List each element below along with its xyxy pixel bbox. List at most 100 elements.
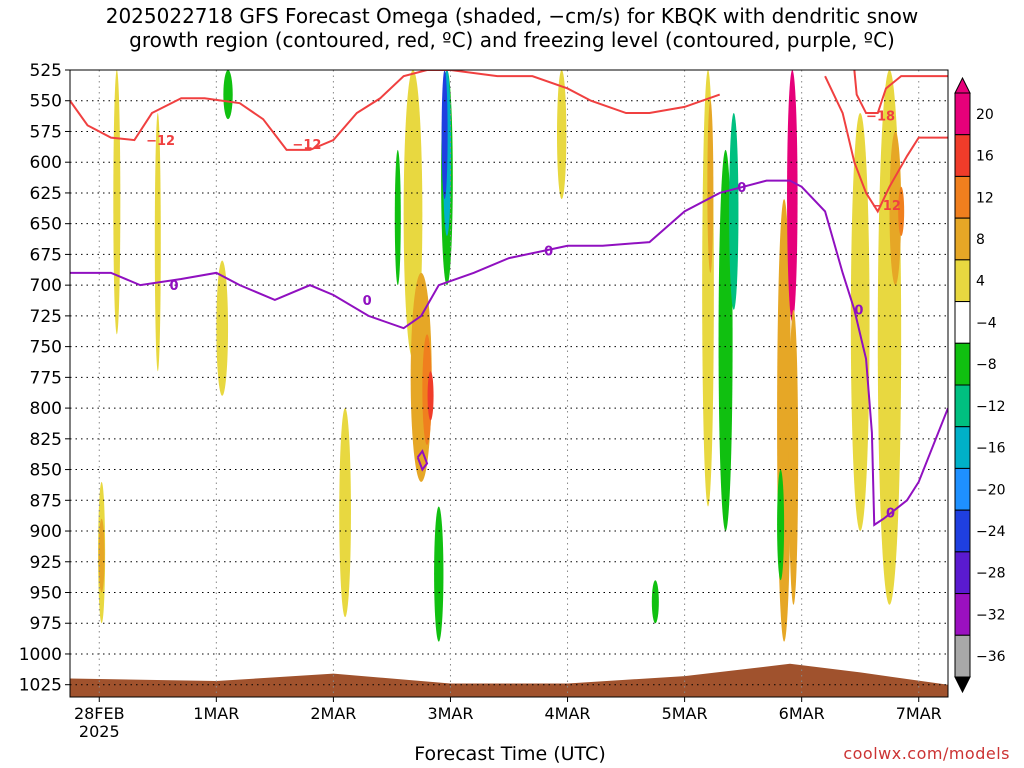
contour--12 xyxy=(70,70,721,151)
omega-cell-14 xyxy=(434,506,444,642)
omega-cell-20 xyxy=(729,113,739,310)
omega-cell-22 xyxy=(787,70,798,323)
x-axis-title: Forecast Time (UTC) xyxy=(414,743,606,765)
omega-cell-10 xyxy=(427,371,434,421)
plot-area xyxy=(70,70,948,697)
y-tick-label-700: 700 xyxy=(30,276,62,296)
colorbar-bin-1 xyxy=(954,134,971,177)
contour-0b xyxy=(416,449,429,472)
omega-cell-28 xyxy=(898,186,905,236)
omega-shading xyxy=(70,70,948,697)
colorbar-bin-3 xyxy=(954,217,971,261)
colorbar: 20 16 12 8 4 −4 −8 −12 −16 −20 −24 −28 −32 −36 xyxy=(954,76,1006,694)
x-tick-label-1MAR: 1MAR xyxy=(193,704,239,723)
y-tick-label-575: 575 xyxy=(30,122,62,142)
omega-cell-24 xyxy=(777,469,785,581)
terrain xyxy=(70,663,948,697)
colorbar-bin-7 xyxy=(954,384,971,428)
y-tick-label-675: 675 xyxy=(30,245,62,265)
y-tick-label-650: 650 xyxy=(30,215,62,235)
plot-frame xyxy=(69,69,949,698)
y-tick-label-800: 800 xyxy=(30,399,62,419)
x-tick-label-4MAR: 4MAR xyxy=(545,704,591,723)
colorbar-label-1: 16 xyxy=(976,149,994,165)
contour-label-extra-5: −12 xyxy=(292,138,321,153)
omega-cell-23 xyxy=(788,309,799,605)
colorbar-label-4: 4 xyxy=(976,274,985,290)
omega-cell-5 xyxy=(223,70,233,120)
y-tick-label-875: 875 xyxy=(30,491,62,511)
contour-label--12: −12 xyxy=(146,134,175,149)
contour-label-extra-4: 0 xyxy=(886,507,895,522)
colorbar-label-9: −20 xyxy=(976,482,1006,498)
y-tick-label-825: 825 xyxy=(30,430,62,450)
colorbar-top-arrow xyxy=(954,76,971,94)
omega-cell-4 xyxy=(216,260,229,396)
colorbar-bin-13 xyxy=(954,634,971,678)
contour-label--12b: −12 xyxy=(872,199,901,214)
colorbar-bin-5 xyxy=(954,301,971,344)
omega-cell-6 xyxy=(339,408,351,618)
y-tick-label-1000: 1000 xyxy=(19,645,62,665)
colorbar-label-3: 8 xyxy=(976,232,985,248)
x-tick-label-5MAR: 5MAR xyxy=(662,704,708,723)
y-tick-label-725: 725 xyxy=(30,307,62,327)
contour-label-extra-1: 0 xyxy=(544,245,553,260)
omega-cell-13 xyxy=(441,70,448,200)
colorbar-bin-4 xyxy=(954,259,971,303)
omega-cell-29 xyxy=(651,580,659,624)
omega-cell-16 xyxy=(556,70,567,200)
y-tick-label-600: 600 xyxy=(30,153,62,173)
contour-label-extra-0: 0 xyxy=(363,294,372,309)
x-tick-sublabel-28FEB: 2025 xyxy=(79,722,120,741)
colorbar-label-8: −16 xyxy=(976,441,1006,457)
colorbar-bin-2 xyxy=(954,175,971,219)
y-tick-label-975: 975 xyxy=(30,614,62,634)
y-tick-label-950: 950 xyxy=(30,584,62,604)
y-tick-label-850: 850 xyxy=(30,461,62,481)
x-tick-label-2MAR: 2MAR xyxy=(310,704,356,723)
credit-link[interactable]: coolwx.com/models xyxy=(843,744,1010,763)
colorbar-label-5: −4 xyxy=(976,315,997,331)
y-tick-label-625: 625 xyxy=(30,184,62,204)
colorbar-label-11: −28 xyxy=(976,566,1006,582)
omega-cell-19 xyxy=(718,149,733,532)
colorbar-bin-8 xyxy=(954,426,971,469)
colorbar-bottom-arrow xyxy=(954,676,971,694)
title-line-2: growth region (contoured, red, ºC) and f… xyxy=(129,28,895,52)
y-tick-label-900: 900 xyxy=(30,522,62,542)
omega-cell-15 xyxy=(394,149,401,286)
colorbar-label-12: −32 xyxy=(976,607,1006,623)
x-tick-label-3MAR: 3MAR xyxy=(427,704,473,723)
y-tick-label-925: 925 xyxy=(30,553,62,573)
contour--18 xyxy=(853,70,948,115)
y-tick-label-550: 550 xyxy=(30,92,62,112)
omega-cell-3 xyxy=(154,113,161,372)
colorbar-label-7: −12 xyxy=(976,399,1006,415)
x-tick-label-7MAR: 7MAR xyxy=(896,704,942,723)
colorbar-bin-11 xyxy=(954,551,971,595)
omega-cell-25 xyxy=(850,113,870,532)
colorbar-bin-12 xyxy=(954,593,971,636)
y-tick-label-525: 525 xyxy=(30,61,62,81)
colorbar-bin-6 xyxy=(954,342,971,386)
omega-cell-18 xyxy=(707,100,714,273)
colorbar-bin-10 xyxy=(954,509,971,553)
contour-label-extra-3: 0 xyxy=(854,304,863,319)
colorbar-label-2: 12 xyxy=(976,190,994,206)
grid xyxy=(70,69,948,697)
omega-cell-2 xyxy=(98,518,105,593)
colorbar-label-6: −8 xyxy=(976,357,997,373)
y-tick-label-1025: 1025 xyxy=(19,676,62,696)
x-tick-label-6MAR: 6MAR xyxy=(779,704,825,723)
contour-label--18: −18 xyxy=(866,109,895,124)
colorbar-label-10: −24 xyxy=(976,524,1006,540)
colorbar-label-0: 20 xyxy=(976,107,994,123)
y-tick-label-775: 775 xyxy=(30,368,62,388)
contour-0 xyxy=(70,179,948,527)
colorbar-label-13: −36 xyxy=(976,649,1006,665)
title-line-1: 2025022718 GFS Forecast Omega (shaded, −… xyxy=(105,4,919,28)
y-tick-label-750: 750 xyxy=(30,338,62,358)
x-tick-label-28FEB: 28FEB xyxy=(74,704,125,723)
